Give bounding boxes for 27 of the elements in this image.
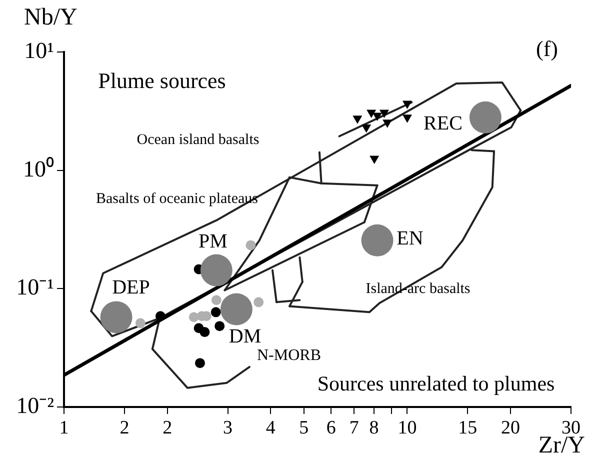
annotation: EN (396, 227, 424, 250)
y-tick-label: 10⁰ (23, 156, 54, 182)
x-tick-label: 1 (59, 417, 69, 438)
y-axis-title: Nb/Y (24, 4, 78, 30)
annotation: PM (198, 230, 228, 252)
x-tick-label: 6 (326, 417, 336, 438)
annotation: (f) (536, 36, 558, 61)
annotation: REC (424, 112, 462, 134)
annotation: N-MORB (256, 347, 322, 364)
annotation: Sources unrelated to plumes (317, 372, 555, 396)
y-tick-label: 10⁻¹ (16, 274, 54, 300)
x-tick-label: 4 (266, 417, 276, 438)
annotation: DEP (112, 276, 150, 298)
x-tick-label: 15 (458, 417, 478, 438)
annotation: DM (228, 325, 262, 348)
y-tick-label: 10⁻² (16, 393, 54, 418)
annotation: Ocean island basalts (136, 132, 260, 148)
x-tick-label: 7 (349, 417, 359, 438)
x-tick-label: 8 (369, 417, 379, 438)
x-tick-label: 3 (223, 417, 233, 438)
x-tick-label: 5 (299, 417, 309, 438)
x-tick-label: 2 (162, 417, 172, 438)
x-tick-label: 10 (398, 417, 417, 438)
annotation: Plume sources (98, 68, 226, 93)
x-tick-label: 2 (120, 417, 130, 438)
x-tick-label: 20 (501, 417, 520, 438)
y-tick-label: 10¹ (24, 38, 54, 64)
